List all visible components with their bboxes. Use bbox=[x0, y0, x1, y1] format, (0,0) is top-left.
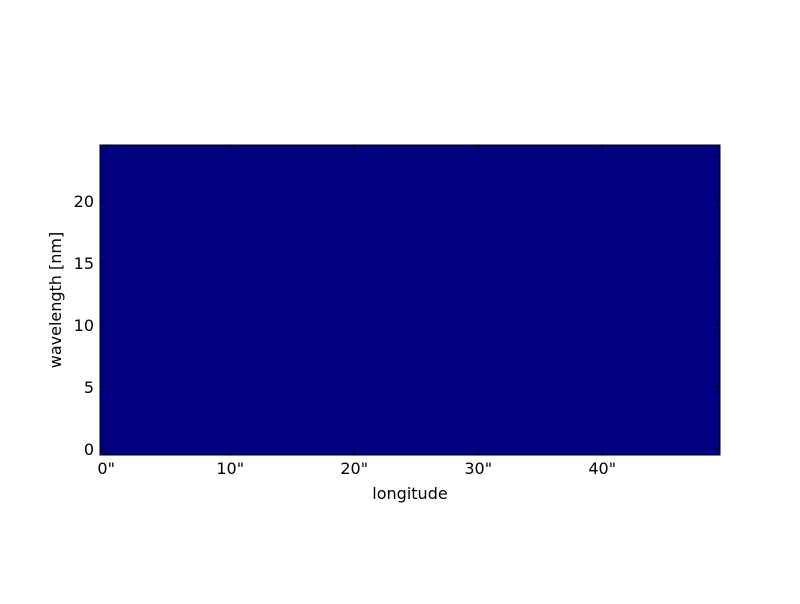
heatmap-cells bbox=[100, 145, 721, 456]
y-tick-label: 20 bbox=[74, 192, 94, 211]
plot-frame bbox=[99, 144, 721, 456]
x-tick-label: 40" bbox=[588, 459, 616, 478]
y-axis-label: wavelength [nm] bbox=[46, 232, 65, 369]
y-axis-ticks: 0 5 10 15 20 bbox=[74, 192, 720, 459]
x-tick-label: 20" bbox=[340, 459, 368, 478]
y-tick-label: 0 bbox=[84, 440, 94, 459]
x-tick-label: 10" bbox=[216, 459, 244, 478]
x-tick-label: 30" bbox=[464, 459, 492, 478]
x-axis-label: longitude bbox=[372, 484, 447, 503]
y-tick-label: 10 bbox=[74, 316, 94, 335]
x-tick-label: 0" bbox=[97, 459, 115, 478]
heatmap-cell bbox=[100, 145, 721, 456]
y-tick-label: 15 bbox=[74, 254, 94, 273]
y-tick-label: 5 bbox=[84, 378, 94, 397]
x-axis-ticks: 0" 10" 20" 30" 40" bbox=[97, 145, 616, 478]
